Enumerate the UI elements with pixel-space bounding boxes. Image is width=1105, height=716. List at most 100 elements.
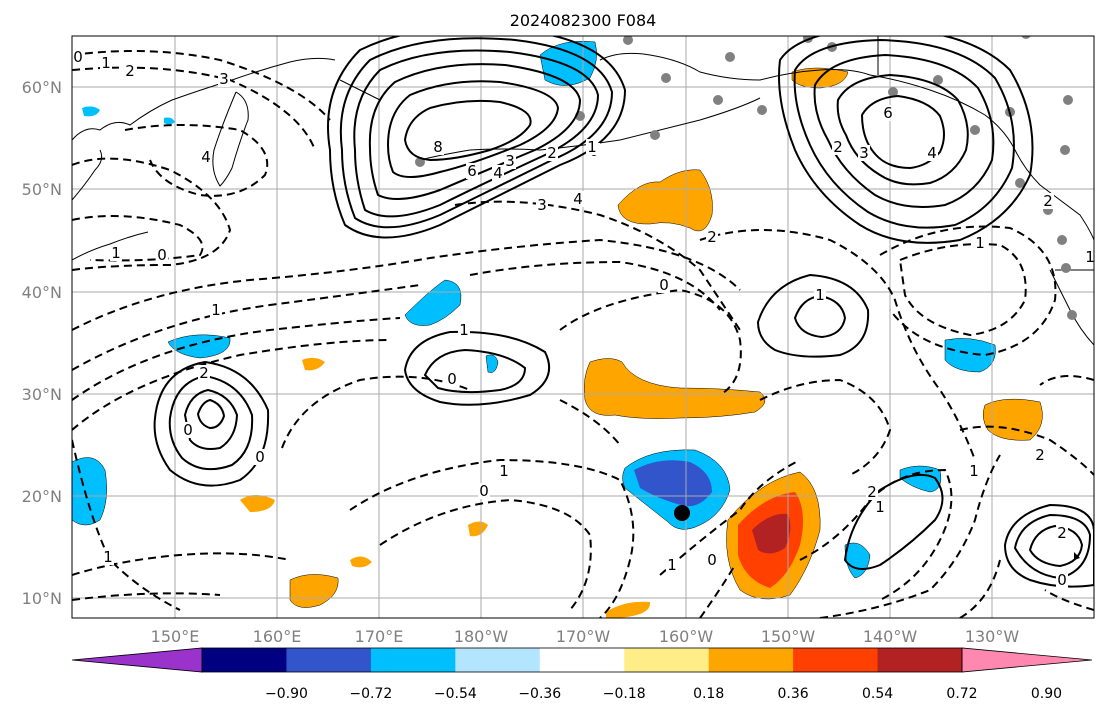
- anomaly-orange-sw1: [240, 495, 275, 512]
- dash-east-3: [699, 229, 976, 461]
- map-area: 0123486432034236420121010120010101201211…: [72, 36, 1095, 618]
- dash-west-band-1: [72, 238, 741, 331]
- anomaly-orange-sw4: [289, 574, 339, 608]
- contour-label-3-center: 3: [537, 196, 547, 214]
- contour-label-1-sw: 1: [459, 321, 469, 339]
- anomaly-orange-central-n: [617, 169, 713, 232]
- contour-label-2-sw-bg: [198, 365, 210, 381]
- contour-label-2-far-w: 2: [1035, 446, 1045, 464]
- contour-label-0-west-bg: [156, 247, 168, 263]
- contour-label-0-nw-bg: [72, 49, 84, 65]
- colorbar-tick-label: −0.54: [434, 686, 477, 702]
- contour-label-1-br: 1: [815, 286, 825, 304]
- lat-tick-60n: 60°N: [22, 78, 62, 97]
- contour-label-2-nw: 2: [125, 62, 135, 80]
- colorbar-segment: [708, 648, 794, 672]
- station-dots: [415, 36, 1077, 320]
- dash-s-1: [72, 439, 181, 611]
- anomaly-blue-west: [167, 334, 231, 359]
- contour-label-4-high-bg: [492, 165, 504, 181]
- gulf-ring-1: [778, 36, 1034, 244]
- contour-label-1-hi-bg: [666, 557, 678, 573]
- contour-label-1-e: 1: [969, 462, 979, 480]
- contour-label-1-mid: 1: [587, 138, 597, 156]
- colorbar-segment: [286, 648, 372, 672]
- gridlines: [72, 36, 1094, 618]
- contour-label-1-hi: 1: [667, 556, 677, 574]
- contour-label-0-hi-bg: [478, 483, 490, 499]
- dash-west-band-3: [72, 317, 401, 401]
- contour-label-1-bl-bg: [102, 549, 114, 565]
- lon-tick-160w: 160°W: [659, 627, 714, 646]
- contour-label-2-west: 2: [707, 228, 717, 246]
- lon-tick-170w: 170°W: [556, 627, 611, 646]
- colorbar-tick-label: −0.36: [518, 686, 561, 702]
- coast-alaska: [599, 52, 1094, 241]
- contour-label-3-gulf-bg: [858, 145, 870, 161]
- anomaly-blue-sw: [72, 457, 107, 526]
- contour-label-1-se: 1: [1085, 248, 1095, 266]
- dash-s-6: [659, 459, 801, 618]
- contour-label-6-high: 6: [467, 162, 477, 180]
- contour-label-8-high-bg: [432, 139, 444, 155]
- se-high-1: [843, 474, 944, 570]
- storm-marker-small: [1074, 552, 1080, 560]
- contour-label-0-west: 0: [157, 246, 167, 264]
- anomaly-blue-se: [899, 465, 942, 493]
- contour-label-1-c: 1: [111, 244, 121, 262]
- dash-nw-1: [72, 50, 331, 121]
- contour-label-2-mid: 2: [1043, 192, 1053, 210]
- contour-label-2-high-bg: [546, 145, 558, 161]
- contour-label-0-c-bg: [446, 371, 458, 387]
- contour-label-0-s: 0: [255, 448, 265, 466]
- contour-label-4-gulf-bg: [926, 145, 938, 161]
- contour-label-1-ne-bg: [874, 499, 886, 515]
- contour-label-1-c-bg: [110, 245, 122, 261]
- colorbar-segment: [877, 648, 963, 672]
- colorbar-tick-label: 0.54: [862, 686, 893, 702]
- lon-tick-140w: 140°W: [863, 627, 918, 646]
- lon-axis: 150°E 160°E 170°E 180°W 170°W 160°W 150°…: [151, 627, 1020, 646]
- dash-west-band-2: [72, 260, 721, 371]
- colorbar-segment: [539, 648, 625, 672]
- contour-label-2-west-bg: [706, 229, 718, 245]
- high-ring-1: [327, 36, 627, 239]
- contour-label-3-high: 3: [505, 152, 515, 170]
- lon-tick-160e: 160°E: [253, 627, 302, 646]
- dash-se-2: [819, 454, 1001, 618]
- west-low-3: [183, 388, 239, 450]
- colorbar-segment: [370, 648, 456, 672]
- dash-west-band-4: [72, 339, 391, 431]
- contour-label-2-se-bg: [1056, 525, 1068, 541]
- colorbar-tick-label: −0.18: [603, 686, 646, 702]
- contour-label-2-nw-bg: [124, 63, 136, 79]
- contour-label-6-gulf: 6: [883, 104, 893, 122]
- anomaly-blue-nw-dot: [164, 117, 175, 125]
- contour-label-2-mid-bg: [1042, 193, 1054, 209]
- map-frame: [71, 35, 1095, 619]
- contour-labels: 0123486432034236420121010120010101201211…: [72, 48, 1095, 589]
- contour-label-0-s-bg: [254, 449, 266, 465]
- contour-label-4-kam: 4: [201, 148, 211, 166]
- anomaly-blue-tiny: [485, 354, 499, 373]
- colorbar-tick-label: 0.90: [1031, 686, 1062, 702]
- contour-label-1-nw: 1: [101, 54, 111, 72]
- dash-east-1: [898, 243, 1027, 337]
- lat-tick-30n: 30°N: [22, 385, 62, 404]
- lon-tick-170e: 170°E: [355, 627, 404, 646]
- contour-label-0-hi: 0: [479, 482, 489, 500]
- colorbar-segment: [455, 648, 541, 672]
- coast-kamchatka: [212, 91, 249, 187]
- contour-label-0-e-bg: [1056, 572, 1068, 588]
- contour-label-6-high-bg: [466, 163, 478, 179]
- coast-japan: [72, 149, 149, 261]
- center-high: [756, 273, 870, 358]
- dash-nw-3: [124, 124, 269, 197]
- contour-label-1-ne: 1: [875, 498, 885, 516]
- dash-se-1: [799, 468, 953, 601]
- anomaly-orange-east: [982, 398, 1043, 441]
- e-high-3: [1028, 524, 1084, 568]
- contour-label-2-e-bg: [866, 484, 878, 500]
- contour-label-0-c: 0: [447, 370, 457, 388]
